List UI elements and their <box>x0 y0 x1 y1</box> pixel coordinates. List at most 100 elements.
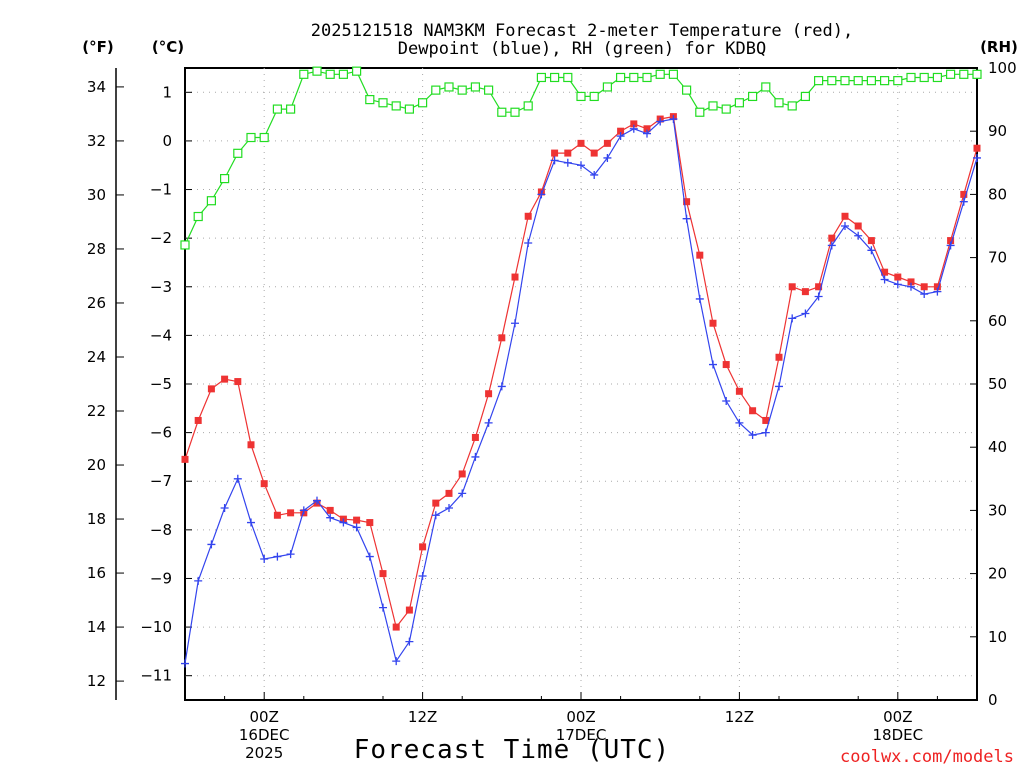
celsius-tick-label: −10 <box>140 618 172 636</box>
celsius-tick-label: −4 <box>150 326 172 344</box>
temperature-point <box>207 385 215 393</box>
celsius-tick-label: 0 <box>162 132 172 150</box>
time-tick-label: 2025 <box>245 744 283 762</box>
temperature-point <box>709 319 717 327</box>
rh-point <box>391 101 401 111</box>
rh-point <box>365 94 375 105</box>
dewpoint-point <box>590 170 599 179</box>
temperature-point <box>392 623 400 631</box>
temperature-point <box>366 519 374 527</box>
temperature-point <box>485 390 493 398</box>
fahrenheit-tick-label: 32 <box>87 132 106 150</box>
rh-point <box>576 91 586 102</box>
rh-point <box>180 240 190 250</box>
temperature-point <box>841 212 849 220</box>
rh-point <box>312 66 322 76</box>
temperature-point <box>551 149 559 157</box>
temperature-point <box>735 387 743 395</box>
chart-title-line-2: Dewpoint (blue), RH (green) for KDBQ <box>398 39 766 59</box>
rh-point <box>484 85 494 95</box>
dewpoint-point <box>709 360 717 369</box>
dewpoint-point <box>973 153 981 162</box>
rh-point <box>259 132 269 143</box>
rh-point <box>642 72 652 83</box>
dewpoint-point <box>748 431 757 440</box>
celsius-tick-label: −11 <box>140 667 172 685</box>
dewpoint-point <box>484 418 493 427</box>
fahrenheit-tick-label: 14 <box>87 618 106 636</box>
celsius-axis-ticks: −11−10−9−8−7−6−5−4−3−2−101 <box>140 83 192 685</box>
rh-point <box>563 72 573 83</box>
rh-point <box>879 76 890 86</box>
temperature-point <box>260 480 268 488</box>
rh-point <box>840 76 850 86</box>
dewpoint-point <box>379 603 387 612</box>
temperature-point <box>815 283 823 291</box>
rh-point <box>721 104 731 114</box>
rh-point <box>906 72 916 83</box>
dewpoint-point <box>643 129 651 138</box>
temperature-point <box>247 441 255 449</box>
rh-point <box>589 91 599 102</box>
fahrenheit-tick-label: 28 <box>87 240 106 258</box>
dewpoint-point <box>207 540 216 549</box>
temperature-point <box>511 273 519 281</box>
series-layer <box>180 66 982 668</box>
temperature-point <box>683 198 691 206</box>
dewpoint-point <box>656 117 665 126</box>
celsius-tick-label: −7 <box>150 472 172 490</box>
dewpoint-point <box>181 659 189 668</box>
dewpoint-point <box>339 518 348 527</box>
dewpoint-point <box>814 292 823 301</box>
rh-point <box>338 69 348 79</box>
dewpoint-point <box>247 518 255 527</box>
rh-tick-label: 60 <box>988 312 1007 330</box>
temperature-point <box>749 407 757 415</box>
fahrenheit-tick-label: 18 <box>87 510 106 528</box>
dewpoint-point <box>603 153 612 162</box>
temperature-point <box>881 268 889 276</box>
time-tick-label: 12Z <box>408 708 437 726</box>
dewpoint-point <box>458 489 467 498</box>
rh-point <box>497 107 507 117</box>
rh-tick-label: 70 <box>988 249 1007 267</box>
temperature-point <box>379 570 387 578</box>
dewpoint-point <box>524 239 533 248</box>
dewpoint-point <box>827 241 836 250</box>
celsius-tick-label: −1 <box>150 181 172 199</box>
dewpoint-point <box>907 282 915 291</box>
rh-point <box>853 76 863 86</box>
grid-lines <box>185 68 977 700</box>
temperature-point <box>696 251 704 259</box>
temperature-point <box>181 455 189 463</box>
temperature-point <box>960 190 968 198</box>
dewpoint-point <box>563 158 572 167</box>
temperature-point <box>630 120 638 128</box>
celsius-tick-label: −8 <box>150 521 172 539</box>
rh-point <box>431 85 441 95</box>
dewpoint-point <box>880 275 889 284</box>
rh-point <box>602 82 613 92</box>
dewpoint-point <box>260 555 269 564</box>
rh-point <box>444 82 454 92</box>
temperature-point <box>854 222 862 230</box>
fahrenheit-unit-label: (°F) <box>82 38 113 56</box>
fahrenheit-tick-label: 26 <box>87 294 106 312</box>
temperature-point <box>471 433 479 441</box>
fahrenheit-tick-label: 24 <box>87 348 106 366</box>
celsius-tick-label: −3 <box>150 278 172 296</box>
dewpoint-point <box>537 190 546 199</box>
time-tick-label: 18DEC <box>873 726 924 744</box>
temperature-point <box>801 288 809 296</box>
dewpoint-point <box>669 115 678 124</box>
temperature-point <box>287 509 295 517</box>
dewpoint-point <box>326 513 335 522</box>
temperature-point <box>234 378 242 386</box>
dewpoint-point <box>313 496 321 505</box>
rh-point <box>615 72 626 83</box>
temperature-point <box>221 375 229 383</box>
rh-tick-label: 30 <box>988 501 1007 519</box>
rh-point <box>972 69 982 79</box>
rh-point <box>668 69 679 79</box>
